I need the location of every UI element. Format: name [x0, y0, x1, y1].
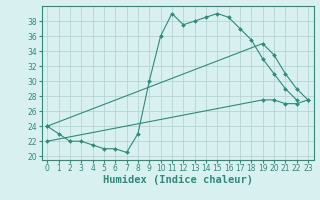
X-axis label: Humidex (Indice chaleur): Humidex (Indice chaleur) — [103, 175, 252, 185]
